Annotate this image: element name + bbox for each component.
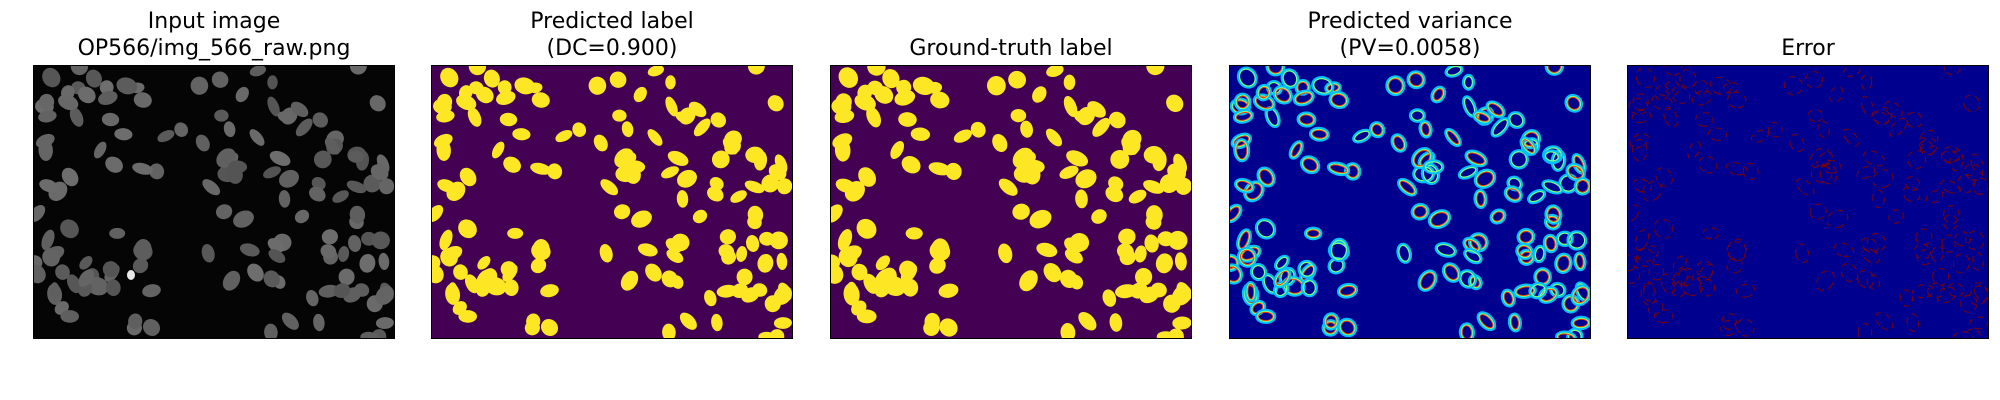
image-frame-input — [33, 65, 395, 339]
title-line-1: Predicted label — [530, 9, 694, 34]
title-line-2: (DC=0.900) — [546, 36, 678, 61]
ground-truth-label-image — [831, 66, 1191, 338]
title-line-1: Error — [1781, 36, 1835, 61]
panel-ground-truth-label: Ground-truth label — [830, 0, 1192, 340]
image-frame-gt-label — [830, 65, 1192, 339]
title-line-1: Ground-truth label — [909, 36, 1113, 61]
panel-error: Error — [1627, 0, 1989, 340]
error-image — [1628, 66, 1988, 338]
panel-predicted-variance: Predicted variance (PV=0.0058) — [1229, 0, 1591, 340]
title-line-2: (PV=0.0058) — [1339, 36, 1481, 61]
input-image — [34, 66, 394, 338]
title-line-2: OP566/img_566_raw.png — [77, 36, 351, 61]
panel-input-image: Input image OP566/img_566_raw.png — [33, 0, 395, 340]
panel-title-gt-label: Ground-truth label — [790, 35, 1232, 62]
panel-title-error: Error — [1587, 35, 2000, 62]
title-line-1: Input image — [147, 9, 281, 34]
image-frame-pred-label — [431, 65, 793, 339]
panel-title-input: Input image OP566/img_566_raw.png — [0, 8, 435, 62]
panel-title-pred-label: Predicted label (DC=0.900) — [391, 8, 833, 62]
predicted-variance-image — [1230, 66, 1590, 338]
image-frame-pred-var — [1229, 65, 1591, 339]
predicted-label-image — [432, 66, 792, 338]
title-line-1: Predicted variance — [1307, 9, 1513, 34]
image-frame-error — [1627, 65, 1989, 339]
panel-predicted-label: Predicted label (DC=0.900) — [431, 0, 793, 340]
panel-title-pred-var: Predicted variance (PV=0.0058) — [1189, 8, 1631, 62]
